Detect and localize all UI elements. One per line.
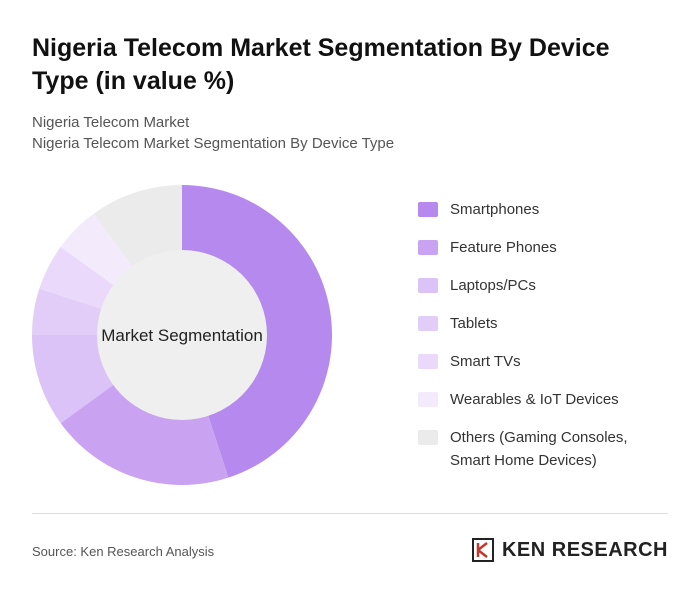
legend-swatch <box>418 392 438 407</box>
legend-item: Laptops/PCs <box>418 274 658 297</box>
center-label: Market Segmentation <box>101 326 263 345</box>
legend-swatch <box>418 278 438 293</box>
subtitle: Nigeria Telecom Market Segmentation By D… <box>32 135 395 152</box>
legend: Smartphones Feature Phones Laptops/PCs Tabl… <box>418 198 658 487</box>
subtitle: Nigeria Telecom Market <box>32 114 190 131</box>
logo-text: KEN RESEARCH <box>501 538 668 561</box>
legend-swatch <box>418 354 438 369</box>
donut-hole <box>97 250 267 420</box>
legend-label: Others (Gaming Consoles, Smart Home Devi… <box>450 429 628 469</box>
logo: KEN RESEARCH <box>471 538 668 562</box>
legend-label: Feature Phones <box>450 239 557 256</box>
legend-label: Wearables & IoT Devices <box>450 391 619 408</box>
legend-item: Feature Phones <box>418 236 658 259</box>
legend-label: Laptops/PCs <box>450 277 536 294</box>
legend-swatch <box>418 202 438 217</box>
legend-item: Tablets <box>418 312 658 335</box>
chart: Market Segmentation <box>32 185 333 485</box>
legend-swatch <box>418 316 438 331</box>
legend-label: Tablets <box>450 315 498 332</box>
legend-swatch <box>418 430 438 445</box>
legend-item: Smartphones <box>418 198 658 221</box>
legend-swatch <box>418 240 438 255</box>
legend-label: Smartphones <box>450 201 540 218</box>
legend-item: Wearables & IoT Devices <box>418 388 658 411</box>
chart-title: Nigeria Telecom Market Segmentation By D… <box>32 34 610 95</box>
logo-icon <box>471 538 494 562</box>
divider <box>32 513 668 514</box>
legend-item: Others (Gaming Consoles, Smart Home Devi… <box>418 426 658 472</box>
source: Source: Ken Research Analysis <box>32 544 215 559</box>
legend-label: Smart TVs <box>450 353 521 370</box>
legend-item: Smart TVs <box>418 350 658 373</box>
